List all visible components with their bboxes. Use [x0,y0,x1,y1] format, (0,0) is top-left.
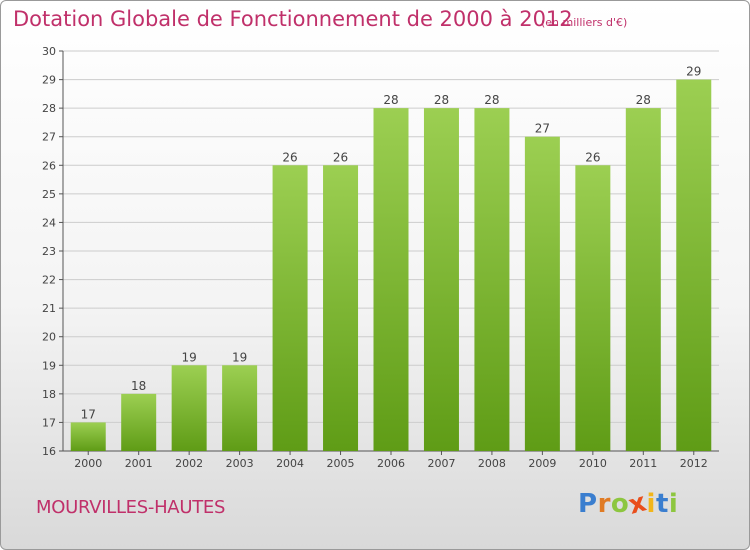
x-tick-label: 2001 [125,457,153,470]
y-tick-label: 16 [42,445,56,458]
y-tick-label: 23 [42,245,56,258]
y-tick-label: 24 [42,216,56,229]
y-tick-label: 22 [42,274,56,287]
x-tick-label: 2003 [226,457,254,470]
city-name: MOURVILLES-HAUTES [36,497,226,518]
logo-letter: P [578,489,598,519]
bar-value-label: 26 [333,150,348,164]
bar [121,393,157,451]
bar [70,422,106,451]
proxiti-logo: Proxiti [578,487,679,520]
y-tick-label: 20 [42,331,56,344]
x-tick-label: 2000 [74,457,102,470]
bar [474,108,510,452]
x-tick-label: 2005 [327,457,355,470]
bar-value-label: 18 [131,379,146,393]
y-tick-label: 19 [42,359,56,372]
y-tick-label: 28 [42,102,56,115]
y-tick-label: 18 [42,388,56,401]
logo-letter: i [668,489,679,519]
bar [222,365,258,451]
bar [272,165,308,452]
bar [625,108,661,452]
bar-value-label: 28 [484,93,499,107]
bar [171,365,207,451]
bar [423,108,459,452]
x-tick-label: 2012 [680,457,708,470]
bar-value-label: 27 [535,122,550,136]
y-tick-label: 26 [42,159,56,172]
chart-unit: (en milliers d'€) [541,16,628,29]
bar-value-label: 19 [182,350,197,364]
logo-letter: t [655,489,669,519]
logo-letter: i [646,489,656,519]
bar [575,165,611,452]
x-tick-label: 2006 [377,457,405,470]
y-tick-label: 17 [42,416,56,429]
x-tick-label: 2011 [629,457,657,470]
bar [323,165,359,452]
x-tick-label: 2008 [478,457,506,470]
bar-value-label: 28 [383,93,398,107]
bar-value-label: 28 [636,93,651,107]
bar [524,136,560,451]
bar-value-label: 26 [282,150,297,164]
x-tick-label: 2009 [528,457,556,470]
y-tick-label: 30 [42,45,56,58]
bar-value-label: 28 [434,93,449,107]
x-tick-label: 2004 [276,457,304,470]
bar [676,79,712,452]
y-tick-label: 25 [42,188,56,201]
y-tick-label: 27 [42,131,56,144]
bar-value-label: 19 [232,350,247,364]
bar-value-label: 17 [81,407,96,421]
bar-value-label: 26 [585,150,600,164]
logo-letter: r [597,489,611,519]
bar [373,108,409,452]
logo-letter: o [610,489,630,519]
x-tick-label: 2010 [579,457,607,470]
bar-value-label: 29 [686,65,701,79]
chart-title: Dotation Globale de Fonctionnement de 20… [13,7,573,31]
y-tick-label: 29 [42,74,56,87]
x-tick-label: 2002 [175,457,203,470]
x-tick-label: 2007 [427,457,455,470]
y-tick-label: 21 [42,302,56,315]
